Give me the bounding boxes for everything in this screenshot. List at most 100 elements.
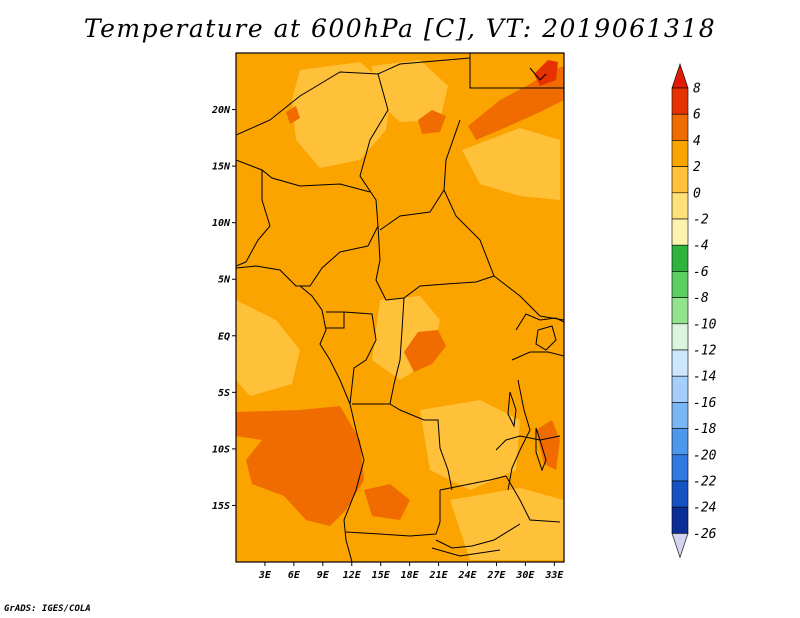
field-warm-nw xyxy=(286,106,300,124)
border-line xyxy=(507,379,531,491)
colorbar-label: -2 xyxy=(693,213,709,228)
lon-tick-label: 3E xyxy=(258,570,272,581)
colorbar-swatch xyxy=(671,166,689,194)
field-warm-southwest xyxy=(236,406,364,526)
coastline xyxy=(299,285,351,405)
country-borders xyxy=(236,53,564,562)
field-light-southeast xyxy=(450,488,564,560)
colorbar-label: -6 xyxy=(693,265,709,280)
lat-tick-label: 5S xyxy=(218,388,230,399)
colorbar-label: -16 xyxy=(693,396,717,411)
grads-credit: GrADS: IGES/COLA xyxy=(4,604,91,614)
border-line xyxy=(515,313,564,331)
lon-tick-label: 12E xyxy=(343,570,362,581)
border-line xyxy=(343,403,365,562)
field-light-west xyxy=(236,300,300,396)
lon-tick-label: 33E xyxy=(544,570,564,581)
border-line xyxy=(435,523,521,549)
latitude-axis: 20N 15N 10N 5N EQ 5S 10S 15S xyxy=(211,105,236,512)
field-warm-south xyxy=(364,484,410,520)
map-title: Temperature at 600hPa [C], VT: 201906131… xyxy=(83,14,717,43)
colorbar-label: -26 xyxy=(693,527,717,542)
colorbar-label: -18 xyxy=(693,422,717,437)
colorbar-label: -24 xyxy=(693,501,716,516)
lat-tick-label: 10N xyxy=(212,218,231,229)
colorbar-label: -14 xyxy=(693,370,716,385)
border-line xyxy=(352,297,405,405)
border-line xyxy=(236,245,369,287)
colorbar-swatch xyxy=(671,113,689,141)
colorbar-swatch xyxy=(671,218,689,246)
colorbar-label: -22 xyxy=(693,475,717,490)
colorbar-label: 0 xyxy=(693,186,701,201)
colorbar-swatch xyxy=(671,271,689,298)
lake-outline xyxy=(535,325,557,351)
colorbar-swatch xyxy=(671,323,689,351)
longitude-axis: 3E 6E 9E 12E 15E 18E 21E 24E 27E 30E 33E xyxy=(258,562,564,581)
border-line xyxy=(443,119,564,321)
lon-tick-label: 24E xyxy=(457,570,477,581)
colorbar-swatch xyxy=(671,375,689,403)
colorbar-swatch xyxy=(671,87,689,115)
lat-tick-label: 10S xyxy=(212,444,230,455)
lake-outline xyxy=(507,391,517,428)
border-line xyxy=(236,170,271,267)
border-line xyxy=(343,311,377,405)
colorbar-swatch xyxy=(671,349,689,377)
colorbar-swatch xyxy=(671,140,689,167)
border-line xyxy=(469,53,564,89)
border-line xyxy=(389,403,453,491)
colorbar-label: 6 xyxy=(693,108,701,123)
colorbar-label: -8 xyxy=(693,291,709,306)
border-line xyxy=(431,547,501,557)
lon-tick-label: 6E xyxy=(288,570,301,581)
lat-tick-label: EQ xyxy=(218,331,230,342)
colorbar-swatch xyxy=(671,454,689,482)
field-warm-east xyxy=(536,420,560,470)
coastline xyxy=(529,67,547,81)
lat-tick-label: 20N xyxy=(211,105,231,116)
colorbar-label: 8 xyxy=(693,82,701,97)
field-light-south xyxy=(420,400,520,490)
map-frame xyxy=(235,52,565,563)
border-line xyxy=(439,475,507,491)
colorbar-bottom-triangle xyxy=(671,533,689,559)
border-line xyxy=(236,57,471,136)
colorbar-label: 2 xyxy=(693,160,701,175)
lon-tick-label: 15E xyxy=(372,570,391,581)
colorbar-swatch xyxy=(671,244,689,272)
colorbar-label: -20 xyxy=(693,448,717,463)
colorbar-top-triangle xyxy=(671,63,689,89)
border-line xyxy=(379,189,445,231)
field-light-north xyxy=(292,62,392,168)
lat-tick-label: 5N xyxy=(218,275,231,286)
border-line xyxy=(345,490,441,537)
colorbar-swatch xyxy=(671,506,689,534)
temperature-field xyxy=(236,53,564,562)
lat-tick-label: 15N xyxy=(212,162,231,173)
colorbar: 8 6 4 2 0 -2 -4 -6 -8 -10 -12 -14 -16 -18 -20 -22 -24 -26 xyxy=(671,63,717,559)
border-line xyxy=(326,311,345,329)
border-line xyxy=(505,475,561,523)
lon-tick-label: 27E xyxy=(486,570,506,581)
field-light-north2 xyxy=(372,60,448,122)
border-line xyxy=(511,351,564,361)
colorbar-swatch xyxy=(671,402,689,429)
colorbar-label: -12 xyxy=(693,344,717,359)
lon-tick-label: 30E xyxy=(515,570,535,581)
colorbar-swatch xyxy=(671,192,689,220)
field-warm-north xyxy=(418,110,446,134)
lon-tick-label: 9E xyxy=(317,570,330,581)
lon-tick-label: 21E xyxy=(429,570,449,581)
field-warm-congo xyxy=(404,330,446,372)
colorbar-swatch xyxy=(671,297,689,325)
colorbar-label: 4 xyxy=(693,134,701,149)
colorbar-label: -10 xyxy=(693,317,717,332)
field-light-east xyxy=(462,128,560,200)
border-line xyxy=(495,435,561,451)
colorbar-swatch xyxy=(671,428,689,456)
lat-tick-label: 15S xyxy=(212,501,230,512)
colorbar-swatch xyxy=(671,480,689,508)
lake-outline xyxy=(535,427,547,472)
